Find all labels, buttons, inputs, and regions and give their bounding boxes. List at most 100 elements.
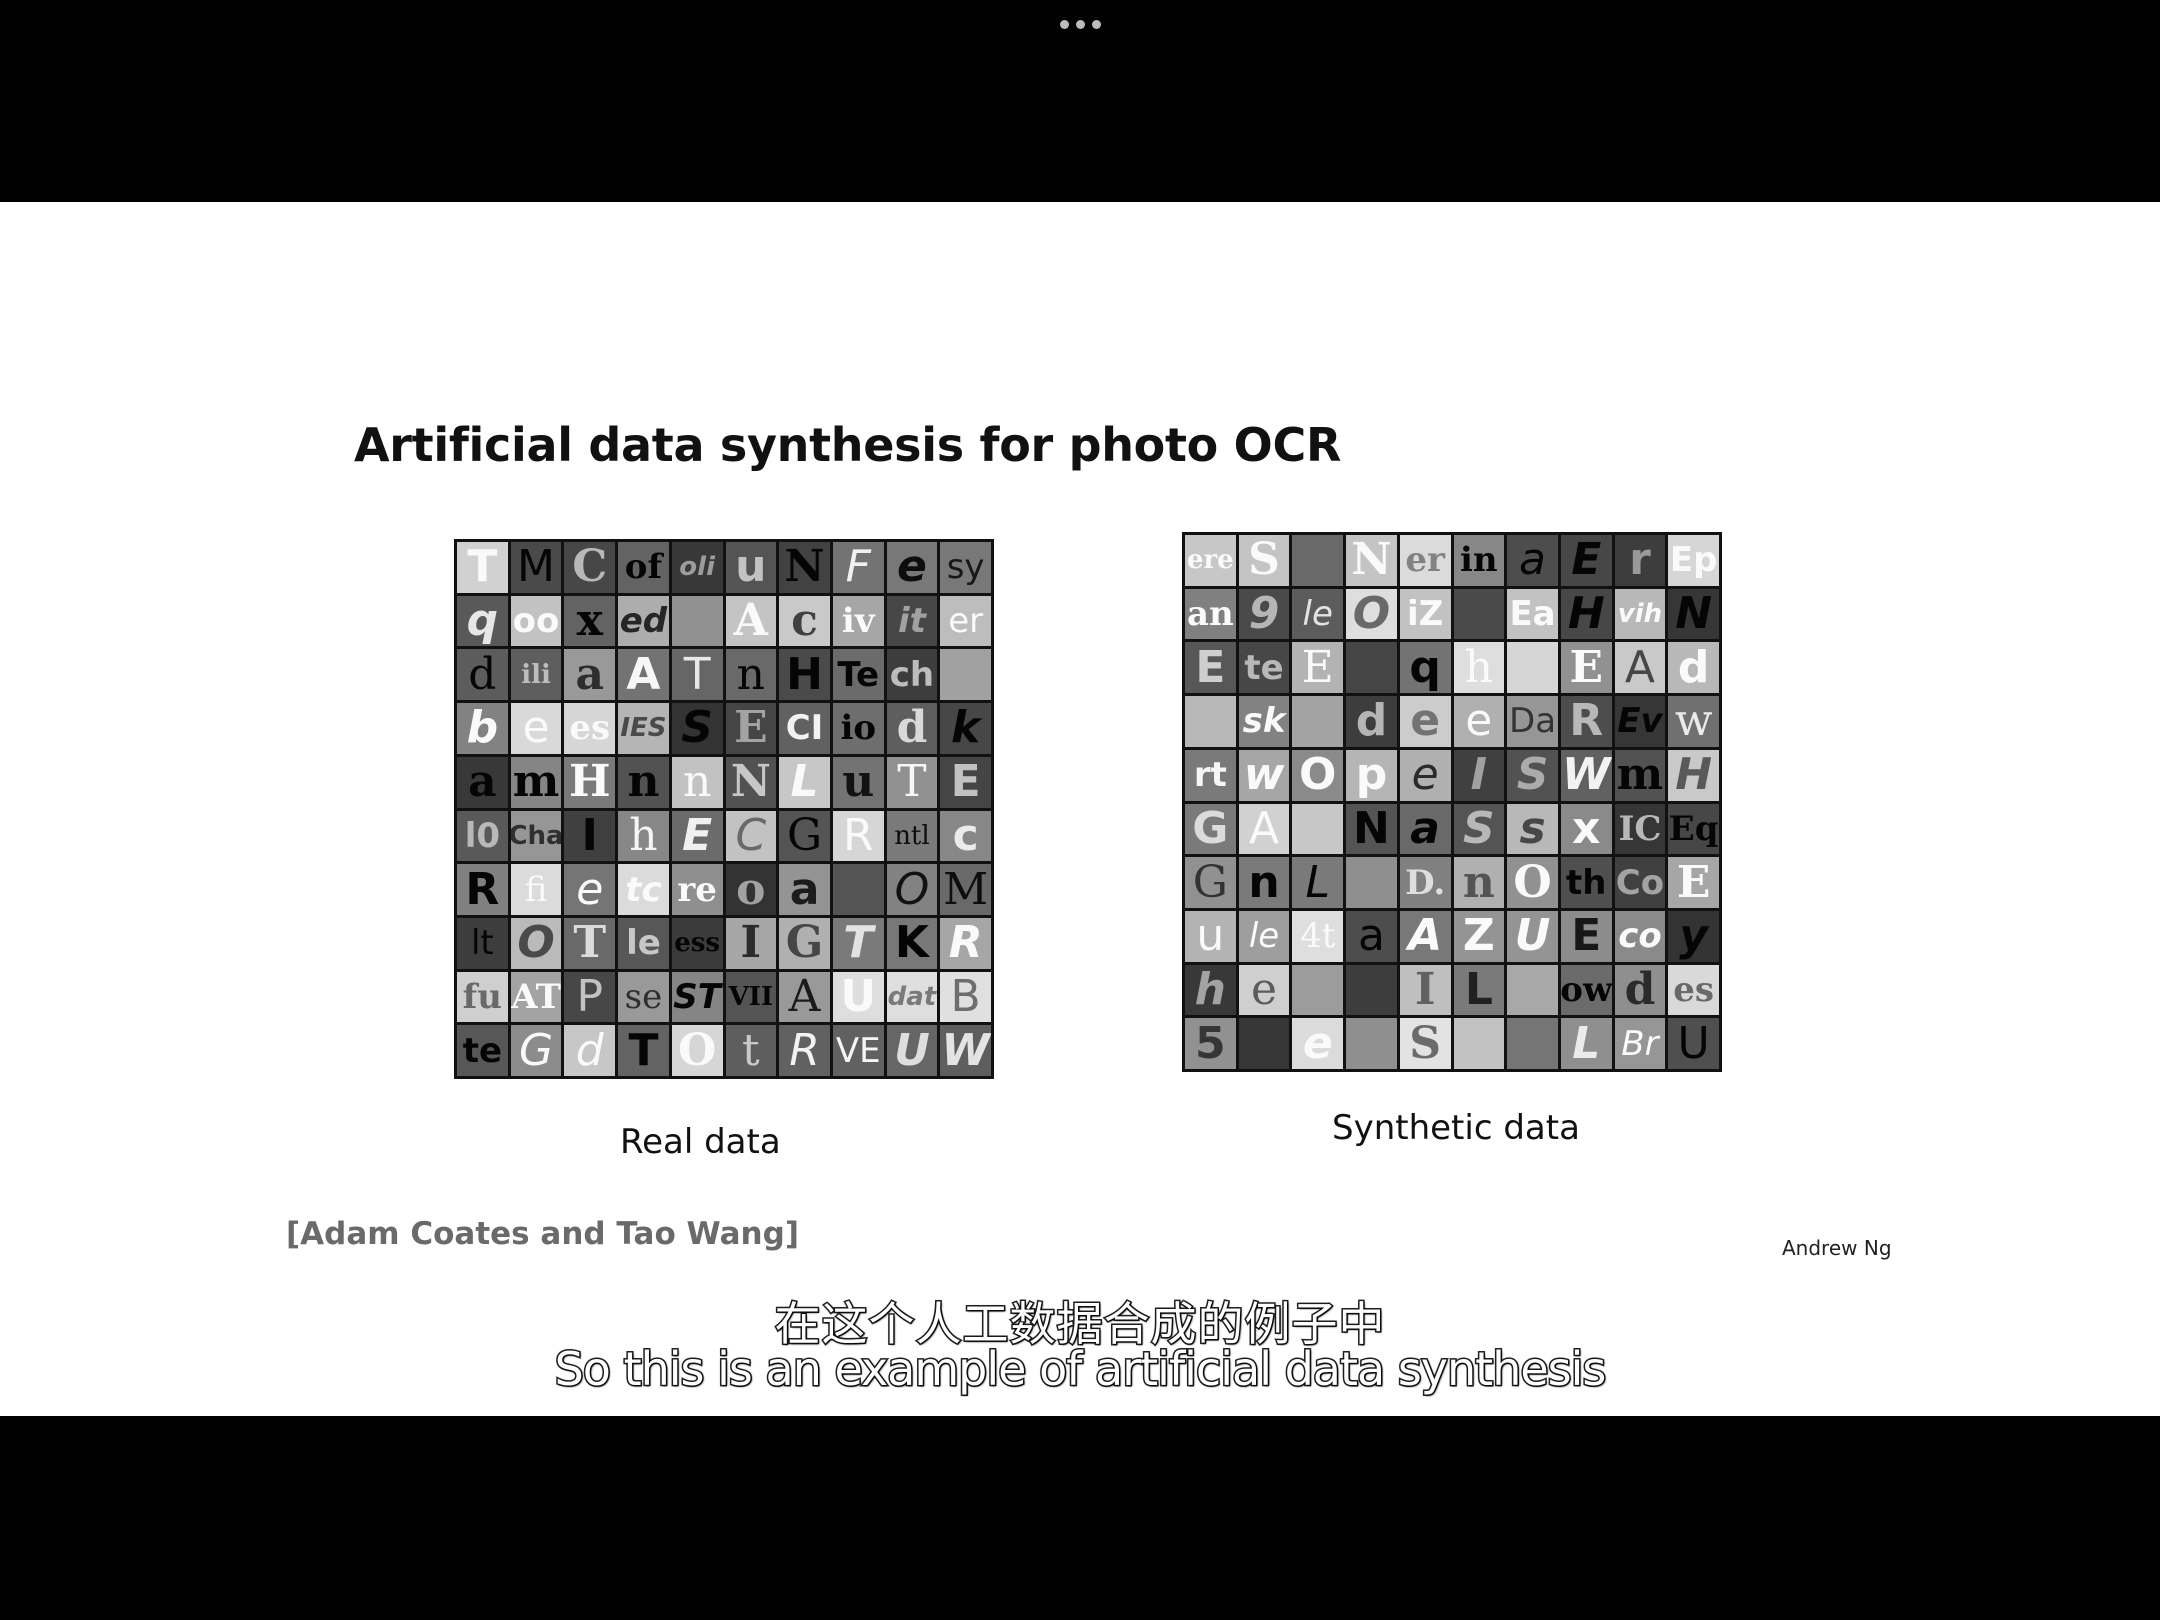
- glyph-tile: fu: [457, 971, 508, 1023]
- glyph-tile: L: [1560, 1018, 1612, 1069]
- glyph-tile: A: [618, 649, 669, 701]
- glyph-tile: t: [725, 1025, 777, 1076]
- subtitle-english: So this is an example of artificial data…: [553, 1341, 1608, 1398]
- glyph-tile: E: [1560, 642, 1612, 694]
- glyph-tile: T: [457, 542, 508, 593]
- glyph-tile: w: [1238, 749, 1290, 801]
- glyph-tile: oli: [671, 542, 723, 593]
- glyph-tile: U: [1507, 910, 1558, 962]
- glyph-tile: T: [618, 1025, 669, 1076]
- glyph-tile: IC: [1614, 803, 1666, 855]
- glyph-tile: le: [1238, 910, 1290, 962]
- glyph-tile: E: [1185, 642, 1236, 694]
- glyph-tile: M: [940, 864, 991, 915]
- glyph-tile: p: [1346, 749, 1397, 801]
- glyph-tile: [1507, 1018, 1558, 1069]
- glyph-tile: in: [1453, 535, 1505, 586]
- glyph-tile: e: [1399, 696, 1451, 747]
- glyph-tile: le: [1292, 588, 1344, 640]
- glyph-tile: of: [618, 542, 669, 593]
- glyph-tile: h: [618, 810, 669, 862]
- glyph-tile: [1453, 588, 1505, 640]
- glyph-tile: a: [564, 649, 616, 701]
- glyph-tile: N: [1346, 803, 1397, 855]
- glyph-tile: [1292, 964, 1344, 1016]
- glyph-tile: D.: [1399, 857, 1451, 908]
- glyph-tile: 4t: [1292, 910, 1344, 962]
- glyph-tile: r: [1614, 535, 1666, 586]
- glyph-tile: ntl: [886, 810, 938, 862]
- glyph-tile: e: [510, 703, 562, 754]
- glyph-tile: W: [1560, 749, 1612, 801]
- glyph-tile: iZ: [1399, 588, 1451, 640]
- glyph-tile: CI: [779, 703, 830, 754]
- glyph-tile: I: [1453, 749, 1505, 801]
- glyph-tile: x: [564, 595, 616, 647]
- glyph-tile: O: [510, 917, 562, 969]
- glyph-tile: vih: [1614, 588, 1666, 640]
- glyph-tile: F: [832, 542, 884, 593]
- glyph-tile: Z: [1453, 910, 1505, 962]
- glyph-tile: n: [725, 649, 777, 701]
- glyph-tile: [1185, 696, 1236, 747]
- glyph-tile: te: [457, 1025, 508, 1076]
- author-label: Andrew Ng: [1782, 1236, 1892, 1260]
- glyph-tile: es: [564, 703, 616, 754]
- glyph-tile: R: [940, 917, 991, 969]
- glyph-tile: N: [779, 542, 830, 593]
- glyph-tile: A: [1614, 642, 1666, 694]
- glyph-tile: ow: [1560, 964, 1612, 1016]
- glyph-tile: ch: [886, 649, 938, 701]
- glyph-tile: Br: [1614, 1018, 1666, 1069]
- glyph-tile: E: [1560, 910, 1612, 962]
- glyph-tile: H: [1560, 588, 1612, 640]
- glyph-tile: th: [1560, 857, 1612, 908]
- glyph-tile: R: [457, 864, 508, 915]
- glyph-tile: [1346, 964, 1397, 1016]
- glyph-tile: c: [940, 810, 991, 862]
- glyph-tile: O: [1292, 749, 1344, 801]
- glyph-tile: ed: [618, 595, 669, 647]
- glyph-tile: B: [940, 971, 991, 1023]
- glyph-tile: [1292, 696, 1344, 747]
- glyph-tile: L: [1453, 964, 1505, 1016]
- glyph-tile: a: [779, 864, 830, 915]
- glyph-tile: c: [779, 595, 830, 647]
- glyph-tile: H: [1668, 749, 1719, 801]
- glyph-tile: fi: [510, 864, 562, 915]
- glyph-tile: I: [725, 917, 777, 969]
- glyph-tile: S: [1399, 1018, 1451, 1069]
- glyph-tile: L: [1292, 857, 1344, 908]
- glyph-tile: O: [886, 864, 938, 915]
- glyph-tile: lt: [457, 917, 508, 969]
- glyph-tile: S: [671, 703, 723, 754]
- glyph-tile: Ea: [1507, 588, 1558, 640]
- glyph-tile: [1507, 642, 1558, 694]
- glyph-tile: er: [940, 595, 991, 647]
- glyph-tile: [940, 649, 991, 701]
- glyph-tile: W: [940, 1025, 991, 1076]
- glyph-tile: E: [940, 756, 991, 808]
- glyph-tile: e: [1292, 1018, 1344, 1069]
- glyph-tile: a: [1399, 803, 1451, 855]
- glyph-tile: an: [1185, 588, 1236, 640]
- dot-icon: [1091, 19, 1101, 29]
- glyph-tile: [1292, 535, 1344, 586]
- glyph-tile: S: [1238, 535, 1290, 586]
- glyph-tile: d: [1668, 642, 1719, 694]
- glyph-tile: m: [1614, 749, 1666, 801]
- glyph-tile: e: [886, 542, 938, 593]
- glyph-tile: n: [618, 756, 669, 808]
- glyph-tile: R: [779, 1025, 830, 1076]
- more-options-icon[interactable]: [1056, 14, 1104, 34]
- glyph-tile: n: [1453, 857, 1505, 908]
- glyph-tile: er: [1399, 535, 1451, 586]
- glyph-tile: d: [886, 703, 938, 754]
- glyph-tile: E: [725, 703, 777, 754]
- glyph-tile: d: [564, 1025, 616, 1076]
- glyph-tile: u: [1185, 910, 1236, 962]
- dot-icon: [1059, 19, 1069, 29]
- glyph-tile: VII: [725, 971, 777, 1023]
